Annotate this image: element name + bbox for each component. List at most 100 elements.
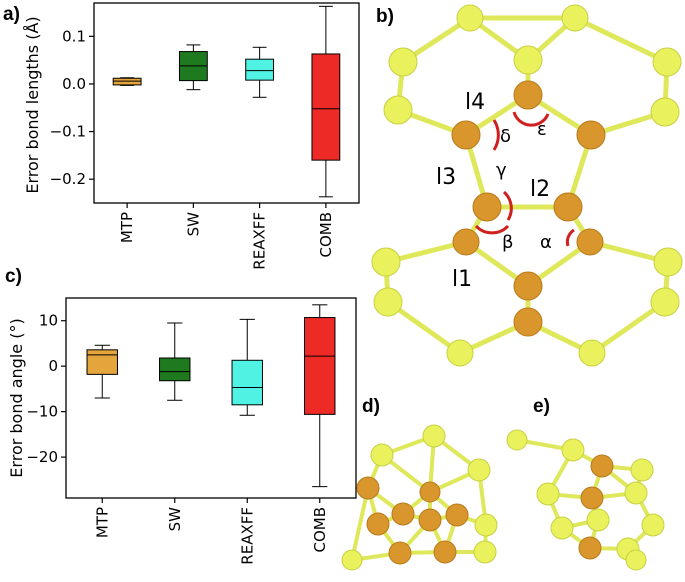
bond-length-ytick-label: 0.1	[62, 27, 86, 45]
structure-e-atom	[586, 508, 610, 532]
bond-angle-ytick-label: 10	[39, 312, 58, 330]
panel-label-b: b)	[376, 6, 394, 27]
structure-b-atom	[561, 4, 589, 32]
defect-structure-diagram: l1 l2 l3 l4 α β γ δ ε	[371, 4, 683, 367]
structure-d-bond	[350, 486, 370, 562]
structure-b-atom	[653, 247, 683, 277]
bond-angle-box-sw	[159, 357, 191, 382]
structure-panel-e	[506, 429, 665, 571]
angle-label-gamma: γ	[496, 160, 507, 181]
structure-d-atom	[356, 476, 380, 500]
structure-d-atom	[445, 503, 469, 527]
structure-b-atom	[472, 192, 502, 222]
structure-d-atom	[474, 513, 498, 537]
angle-arc	[492, 119, 500, 151]
structure-d-atom	[473, 540, 497, 564]
structure-b-atom	[576, 228, 604, 256]
bond-length-xtick-label: REAXFF	[251, 212, 269, 270]
structure-b-atom	[446, 339, 474, 367]
angle-arc	[512, 111, 550, 127]
angle-arc	[502, 190, 513, 221]
angle-label-epsilon: ε	[537, 119, 547, 140]
bond-angle-box-mtp	[86, 349, 118, 375]
structure-e-atom	[536, 482, 560, 506]
bond-length-ylabel: Error bond lengths (Å)	[23, 16, 42, 193]
bond-angle-ytick-label: −20	[26, 448, 58, 466]
structure-e-atom	[625, 549, 647, 571]
structure-b-atom	[373, 287, 403, 317]
structure-b-atom	[513, 307, 543, 337]
structure-e-atom	[624, 481, 648, 505]
bond-length-ytick-label: 0.0	[62, 75, 86, 93]
structure-d-atom	[418, 508, 442, 532]
structure-d-atom	[366, 512, 390, 536]
structure-b-atom	[452, 228, 480, 256]
structure-b-atom	[553, 192, 583, 222]
bond-angle-xtick-label: SW	[166, 507, 184, 532]
panel-label-d: d)	[362, 396, 380, 417]
structure-b-bond	[589, 299, 668, 356]
angle-arc	[565, 228, 575, 247]
structure-b-atom	[650, 287, 680, 317]
bond-length-ytick-label: −0.2	[50, 170, 86, 188]
structure-b-atom	[451, 120, 481, 150]
structure-b-atom	[513, 271, 543, 301]
structure-b-atom	[513, 45, 543, 75]
bond-length-xtick-label: MTP	[118, 212, 136, 243]
bond-length-xtick-label: SW	[184, 212, 202, 237]
structure-b-atom	[371, 247, 401, 277]
structure-d-atom	[467, 458, 491, 482]
bond-angle-xtick-label: COMB	[311, 507, 329, 553]
structure-d-atom	[433, 540, 457, 564]
bond-label-l4: l4	[465, 90, 485, 115]
structure-e-atom	[590, 454, 614, 478]
structure-b-atom	[578, 339, 606, 367]
structure-e-atom	[578, 536, 602, 560]
structure-d-atom	[370, 443, 394, 467]
structure-b-bond	[572, 15, 670, 65]
bond-length-box-comb	[311, 53, 341, 161]
bond-length-ytick-label: −0.1	[50, 123, 86, 141]
structure-e-atom	[550, 516, 574, 540]
structure-b-atom	[456, 4, 484, 32]
structure-panel-d	[341, 424, 498, 571]
structure-e-atom	[630, 458, 654, 482]
bond-length-boxplot: −0.2 −0.1 0.0 0.1 MTP SW REAXFF COMB	[50, 2, 360, 270]
bond-angle-ytick-label: 0	[48, 357, 58, 375]
bond-length-xtick-label: COMB	[317, 212, 335, 258]
bond-angle-xtick-label: MTP	[93, 507, 111, 538]
structure-b-atom	[383, 95, 413, 125]
angle-label-delta: δ	[500, 126, 511, 147]
structure-d-atom	[419, 481, 441, 503]
angle-label-beta: β	[502, 232, 514, 253]
bond-length-box-reaxff	[245, 58, 275, 81]
bond-angle-plot-frame	[65, 297, 357, 499]
angle-label-alpha: α	[540, 232, 552, 253]
structure-e-atom	[506, 429, 528, 451]
bond-length-plot-frame	[93, 2, 360, 204]
panel-label-e: e)	[533, 396, 550, 417]
bond-label-l2: l2	[530, 177, 550, 202]
bond-angle-boxplot: −20 −10 0 10 MTP SW REAXFF COMB	[26, 297, 357, 565]
bond-label-l3: l3	[436, 165, 456, 190]
structure-b-atom	[388, 47, 418, 77]
structure-d-atom	[341, 549, 363, 571]
structure-e-atom	[561, 438, 585, 462]
bond-label-l1: l1	[452, 267, 472, 292]
bond-angle-box-comb	[304, 317, 336, 415]
structure-b-atom	[513, 80, 543, 110]
bond-angle-ytick-label: −10	[26, 403, 58, 421]
bond-angle-box-reaxff	[231, 359, 263, 406]
panel-label-a: a)	[3, 4, 20, 25]
structure-atoms	[371, 4, 683, 367]
structure-e-atom	[580, 486, 604, 510]
structure-d-atom	[391, 502, 415, 526]
panel-label-c: c)	[5, 266, 22, 287]
structure-e-atom	[641, 513, 665, 537]
structure-b-atom	[650, 97, 680, 127]
angle-arc	[474, 224, 510, 235]
structure-d-atom	[388, 541, 412, 565]
bond-angle-ylabel: Error bond angle (°)	[7, 318, 26, 477]
angle-arcs	[474, 111, 575, 247]
